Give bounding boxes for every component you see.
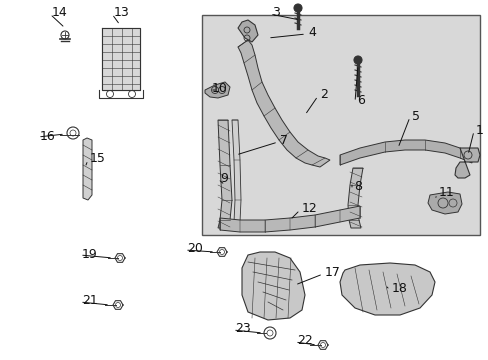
Polygon shape xyxy=(347,168,362,228)
Polygon shape xyxy=(238,40,329,167)
Text: 7: 7 xyxy=(280,135,287,148)
Text: 8: 8 xyxy=(353,180,361,193)
Text: 23: 23 xyxy=(235,323,250,336)
Text: 5: 5 xyxy=(411,109,419,122)
Text: 12: 12 xyxy=(302,202,317,216)
Text: 11: 11 xyxy=(438,186,454,199)
Text: 3: 3 xyxy=(271,6,279,19)
Polygon shape xyxy=(339,263,434,315)
Text: 2: 2 xyxy=(319,89,327,102)
Text: 20: 20 xyxy=(186,243,203,256)
Polygon shape xyxy=(83,138,92,200)
Polygon shape xyxy=(218,120,231,228)
Bar xyxy=(202,15,479,235)
Text: 15: 15 xyxy=(90,153,106,166)
Polygon shape xyxy=(242,252,305,320)
Polygon shape xyxy=(427,192,461,214)
Text: 9: 9 xyxy=(220,171,227,184)
Circle shape xyxy=(293,4,302,12)
Polygon shape xyxy=(204,82,229,98)
Polygon shape xyxy=(102,28,140,90)
Text: 6: 6 xyxy=(356,94,364,108)
Text: 21: 21 xyxy=(82,294,98,307)
Text: 10: 10 xyxy=(212,82,227,95)
Text: 17: 17 xyxy=(325,266,340,279)
Polygon shape xyxy=(231,120,241,222)
Text: 4: 4 xyxy=(307,27,315,40)
Text: 18: 18 xyxy=(391,283,407,296)
Polygon shape xyxy=(220,206,359,232)
Text: 14: 14 xyxy=(52,6,68,19)
Circle shape xyxy=(353,56,361,64)
Polygon shape xyxy=(238,20,258,42)
Polygon shape xyxy=(339,140,471,165)
Text: 16: 16 xyxy=(40,130,56,143)
Text: 13: 13 xyxy=(114,6,129,19)
Text: 1: 1 xyxy=(475,123,483,136)
Polygon shape xyxy=(454,148,479,178)
Text: 22: 22 xyxy=(296,334,312,347)
Text: 19: 19 xyxy=(82,248,98,261)
